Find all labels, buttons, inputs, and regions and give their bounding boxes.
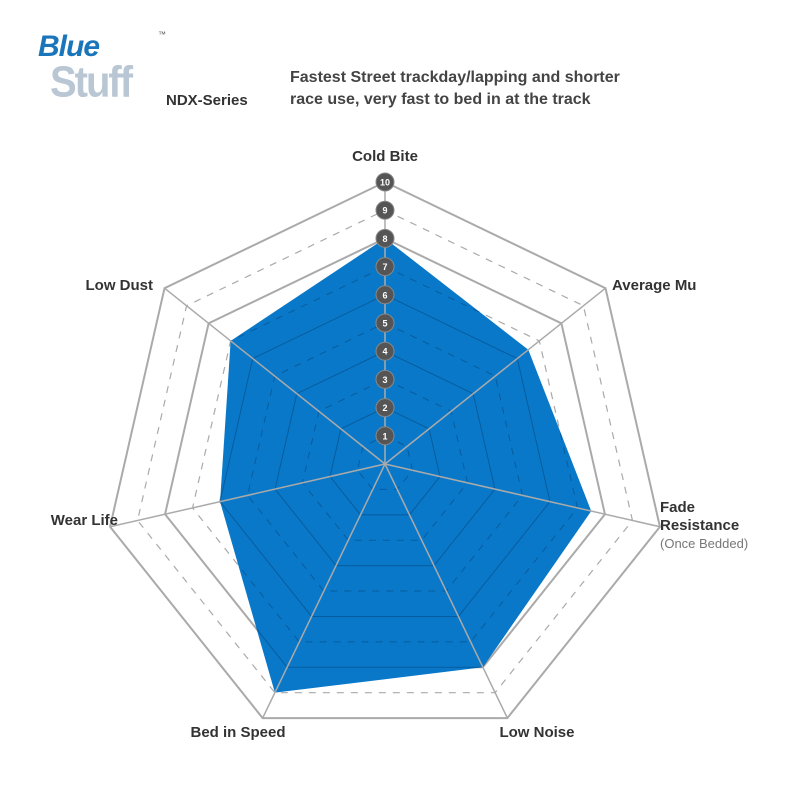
- spoke-2: [384, 463, 661, 528]
- tick-marker-2: [375, 398, 395, 418]
- tick-label: 9: [382, 206, 387, 216]
- tick-marker-4: [375, 341, 395, 361]
- grid-ring-9: [136, 209, 634, 694]
- grid-ring-overlay-1: [356, 435, 414, 490]
- tick-label: 3: [382, 375, 387, 385]
- axis-label: Average Mu: [612, 277, 696, 294]
- tick-label: 1: [382, 431, 387, 441]
- logo-text-stuff: Stuff: [50, 57, 133, 107]
- tick-label: 4: [382, 347, 387, 357]
- data-area: [220, 238, 592, 693]
- axis-label: Low Noise: [499, 724, 574, 741]
- tick-marker-10: [375, 172, 395, 192]
- description: Fastest Street trackday/lapping and shor…: [290, 67, 710, 111]
- logo-text-blue: Blue: [38, 30, 100, 63]
- grid-ring-overlay-6: [220, 294, 551, 617]
- axis-label: Low Dust: [86, 277, 154, 294]
- grid-ring-overlay-4: [274, 350, 496, 567]
- axis-sublabel: (Once Bedded): [660, 536, 748, 551]
- trademark: ™: [158, 30, 166, 39]
- grid-ring-overlay-5: [246, 322, 524, 592]
- tick-marker-9: [375, 200, 395, 220]
- grid-ring-10: [108, 180, 662, 720]
- tick-marker-3: [375, 369, 395, 389]
- axis-label: Bed in Speed: [190, 724, 285, 741]
- axis-label: Resistance: [660, 517, 739, 534]
- tick-marker-8: [375, 228, 395, 248]
- spoke-5: [109, 463, 386, 528]
- tick-label: 5: [382, 319, 387, 329]
- tick-label: 10: [380, 178, 390, 188]
- tick-label: 6: [382, 290, 387, 300]
- spoke-1: [384, 287, 606, 465]
- spoke-4: [261, 463, 386, 719]
- tick-marker-7: [375, 257, 395, 277]
- spoke-6: [164, 287, 386, 465]
- description-line-2: race use, very fast to bed in at the tra…: [290, 91, 591, 108]
- axis-label: Fade: [660, 499, 695, 516]
- grid-ring-overlay-3: [301, 378, 469, 541]
- axis-label: Wear Life: [51, 512, 118, 529]
- axis-label: Cold Bite: [352, 148, 418, 165]
- tick-marker-1: [375, 426, 395, 446]
- grid-ring-overlay-2: [329, 407, 441, 516]
- spoke-3: [384, 463, 509, 719]
- tick-label: 7: [382, 262, 387, 272]
- description-line-1: Fastest Street trackday/lapping and shor…: [290, 69, 620, 86]
- bluestuff-logo: Blue Stuff ™: [38, 30, 168, 110]
- grid-ring-7: [191, 265, 579, 643]
- series-name: NDX-Series: [166, 92, 248, 109]
- tick-marker-5: [375, 313, 395, 333]
- tick-marker-6: [375, 285, 395, 305]
- tick-label: 2: [382, 403, 387, 413]
- tick-label: 8: [382, 234, 387, 244]
